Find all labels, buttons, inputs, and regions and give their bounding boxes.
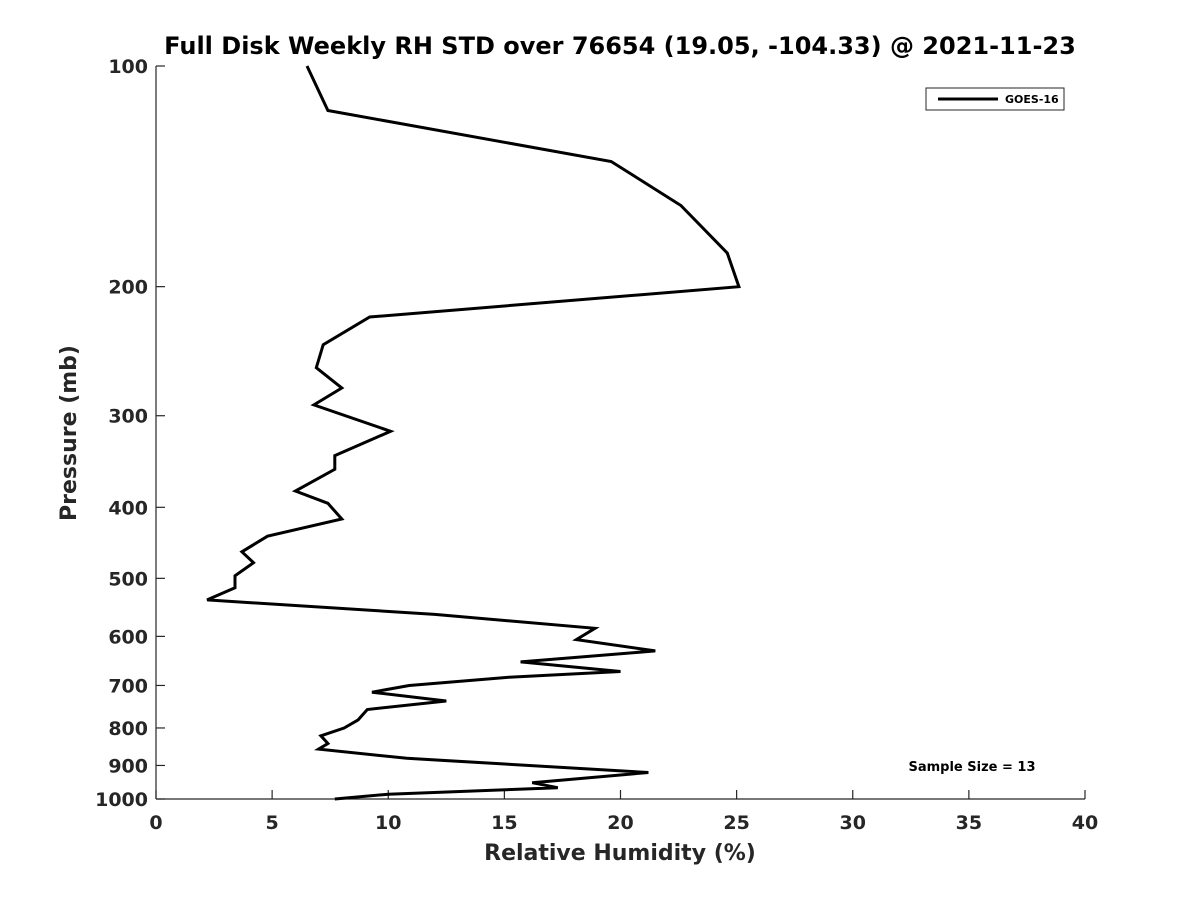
y-tick-label: 400 <box>108 497 148 519</box>
chart-title: Full Disk Weekly RH STD over 76654 (19.0… <box>164 32 1076 60</box>
x-tick-label: 5 <box>266 812 279 834</box>
series-line-goes-16 <box>206 65 741 801</box>
x-axis-ticks: 0 5 10 15 20 25 30 35 40 <box>149 790 1098 834</box>
y-tick-label: 300 <box>108 406 148 428</box>
y-tick-label: 600 <box>108 626 148 648</box>
x-tick-label: 25 <box>723 812 749 834</box>
sample-size-annotation: Sample Size = 13 <box>908 760 1035 775</box>
x-tick-label: 35 <box>956 812 982 834</box>
x-tick-label: 20 <box>607 812 633 834</box>
y-tick-label: 1000 <box>95 789 148 811</box>
x-tick-label: 40 <box>1072 812 1098 834</box>
y-axis-label: Pressure (mb) <box>57 345 82 521</box>
y-tick-label: 700 <box>108 675 148 697</box>
y-tick-label: 800 <box>108 718 148 740</box>
plot-area: 0 5 10 15 20 25 30 35 40 100 200 300 400 500 600 700 80… <box>95 56 1098 834</box>
x-tick-label: 0 <box>149 812 162 834</box>
x-tick-label: 15 <box>491 812 517 834</box>
x-tick-label: 10 <box>375 812 401 834</box>
legend: GOES-16 <box>925 87 1065 111</box>
y-tick-label: 200 <box>108 277 148 299</box>
x-tick-label: 30 <box>840 812 866 834</box>
x-axis-label: Relative Humidity (%) <box>484 841 756 866</box>
y-tick-label: 900 <box>108 755 148 777</box>
series-layer <box>206 65 741 801</box>
y-tick-label: 100 <box>108 56 148 78</box>
y-axis-ticks: 100 200 300 400 500 600 700 800 900 1000 <box>95 56 165 811</box>
legend-label-goes-16: GOES-16 <box>1005 93 1059 106</box>
y-tick-label: 500 <box>108 568 148 590</box>
